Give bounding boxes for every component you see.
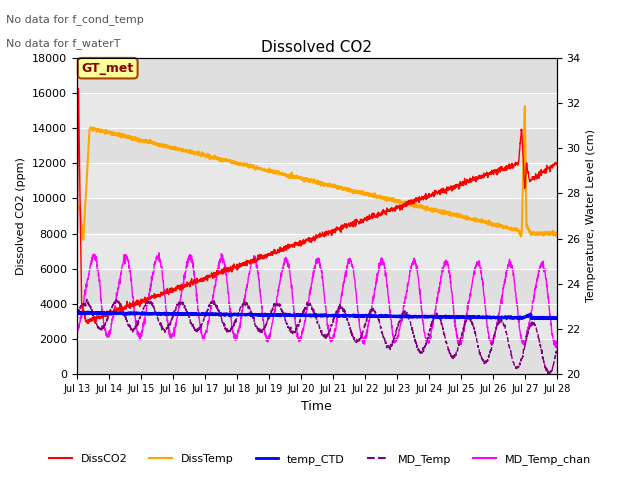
Text: No data for f_cond_temp: No data for f_cond_temp	[6, 14, 144, 25]
Text: GT_met: GT_met	[82, 62, 134, 75]
Bar	[77, 269, 557, 304]
Legend: DissCO2, DissTemp, temp_CTD, MD_Temp, MD_Temp_chan: DissCO2, DissTemp, temp_CTD, MD_Temp, MD…	[45, 450, 595, 469]
Y-axis label: Dissolved CO2 (ppm): Dissolved CO2 (ppm)	[17, 157, 26, 275]
Text: No data for f_waterT: No data for f_waterT	[6, 38, 121, 49]
Bar	[77, 198, 557, 234]
Bar	[77, 128, 557, 163]
X-axis label: Time: Time	[301, 400, 332, 413]
Y-axis label: Temperature, Water Level (cm): Temperature, Water Level (cm)	[586, 130, 596, 302]
Bar	[77, 339, 557, 374]
Title: Dissolved CO2: Dissolved CO2	[261, 40, 372, 55]
Bar	[77, 58, 557, 93]
